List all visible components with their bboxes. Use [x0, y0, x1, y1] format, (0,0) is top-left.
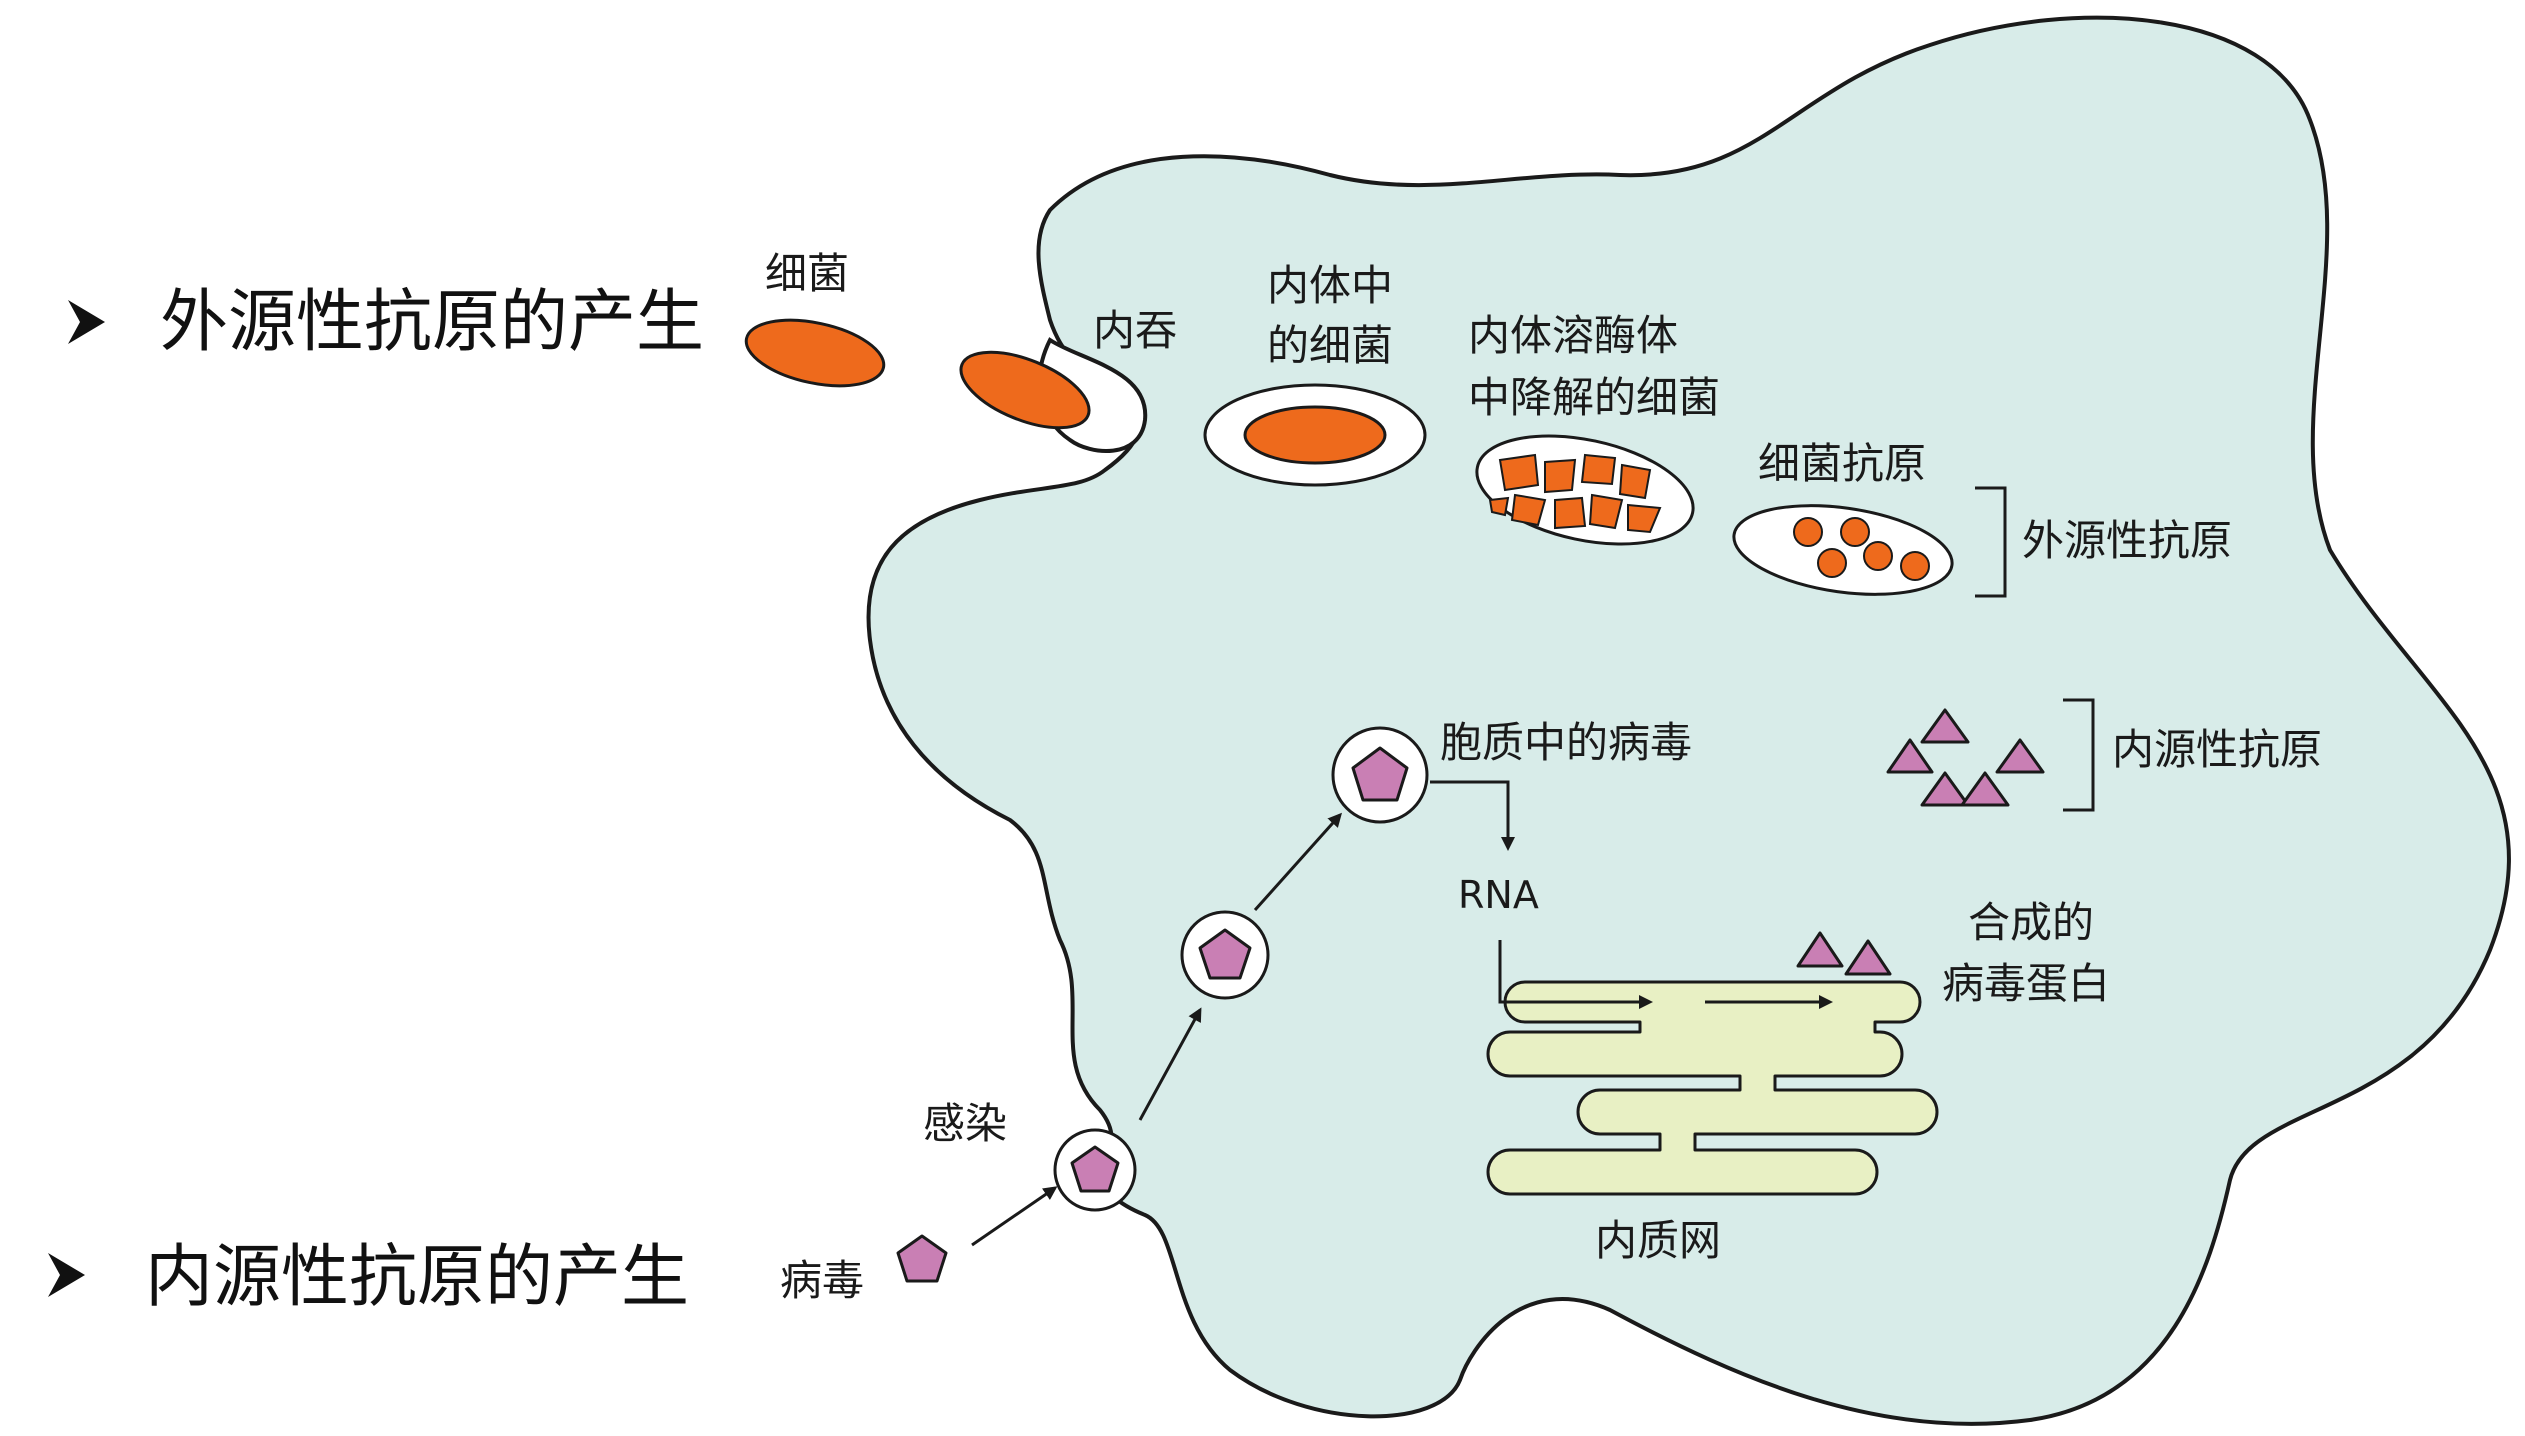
heading-exogenous: 外源性抗原的产生 — [68, 283, 704, 362]
virus-to-rna-arrow — [1430, 780, 1515, 851]
bacterium-entering — [959, 350, 1091, 430]
bacterium-outside — [744, 318, 886, 388]
label-exogenous-antigen: 外源性抗原 — [2022, 516, 2232, 565]
label-virus-in-cytoplasm: 胞质中的病毒 — [1440, 718, 1692, 767]
label-degraded-2: 中降解的细菌 — [1468, 373, 1720, 422]
bracket-exogenous — [1975, 486, 2007, 598]
endogenous-antigen-cluster — [1886, 708, 2045, 807]
label-bacterial-antigen: 细菌抗原 — [1758, 439, 1926, 488]
antigen-vesicle — [1732, 504, 1954, 596]
label-synthesized-1: 合成的 — [1968, 898, 2094, 947]
virus-vesicle-cytoplasm — [1331, 726, 1429, 824]
heading-exogenous-text: 外源性抗原的产生 — [160, 283, 704, 362]
label-infection: 感染 — [923, 1099, 1007, 1148]
heading-endogenous-text: 内源性抗原的产生 — [145, 1238, 689, 1317]
label-endogenous-antigen: 内源性抗原 — [2112, 725, 2322, 774]
label-rna: RNA — [1458, 873, 1539, 917]
heading-endogenous: 内源性抗原的产生 — [48, 1238, 689, 1317]
endolysosome — [1475, 434, 1695, 546]
synthesized-viral-proteins — [1796, 931, 1892, 976]
virus-vesicle-entry — [1053, 1128, 1137, 1212]
arrowhead-bullet-icon — [48, 1253, 85, 1297]
label-bacteria-in-endosome-1: 内体中 — [1267, 261, 1393, 310]
bacterium-in-endosome — [1243, 405, 1387, 465]
virus-vesicle-middle — [1180, 910, 1270, 1000]
label-er: 内质网 — [1595, 1216, 1721, 1265]
label-degraded-1: 内体溶酶体 — [1468, 311, 1678, 360]
arrowhead-bullet-icon — [68, 300, 105, 344]
endoplasmic-reticulum — [1486, 980, 1939, 1196]
label-bacteria: 细菌 — [765, 249, 849, 298]
bracket-endogenous — [2063, 698, 2095, 812]
rna-to-er-arrow — [1498, 940, 1653, 1009]
label-bacteria-in-endosome-2: 的细菌 — [1267, 321, 1393, 370]
infection-arrows — [971, 812, 1343, 1247]
label-synthesized-2: 病毒蛋白 — [1942, 959, 2110, 1008]
label-endocytosis: 内吞 — [1093, 306, 1177, 355]
label-virus: 病毒 — [780, 1256, 864, 1305]
cell-membrane — [866, 15, 2511, 1426]
virus-outside — [896, 1234, 948, 1283]
